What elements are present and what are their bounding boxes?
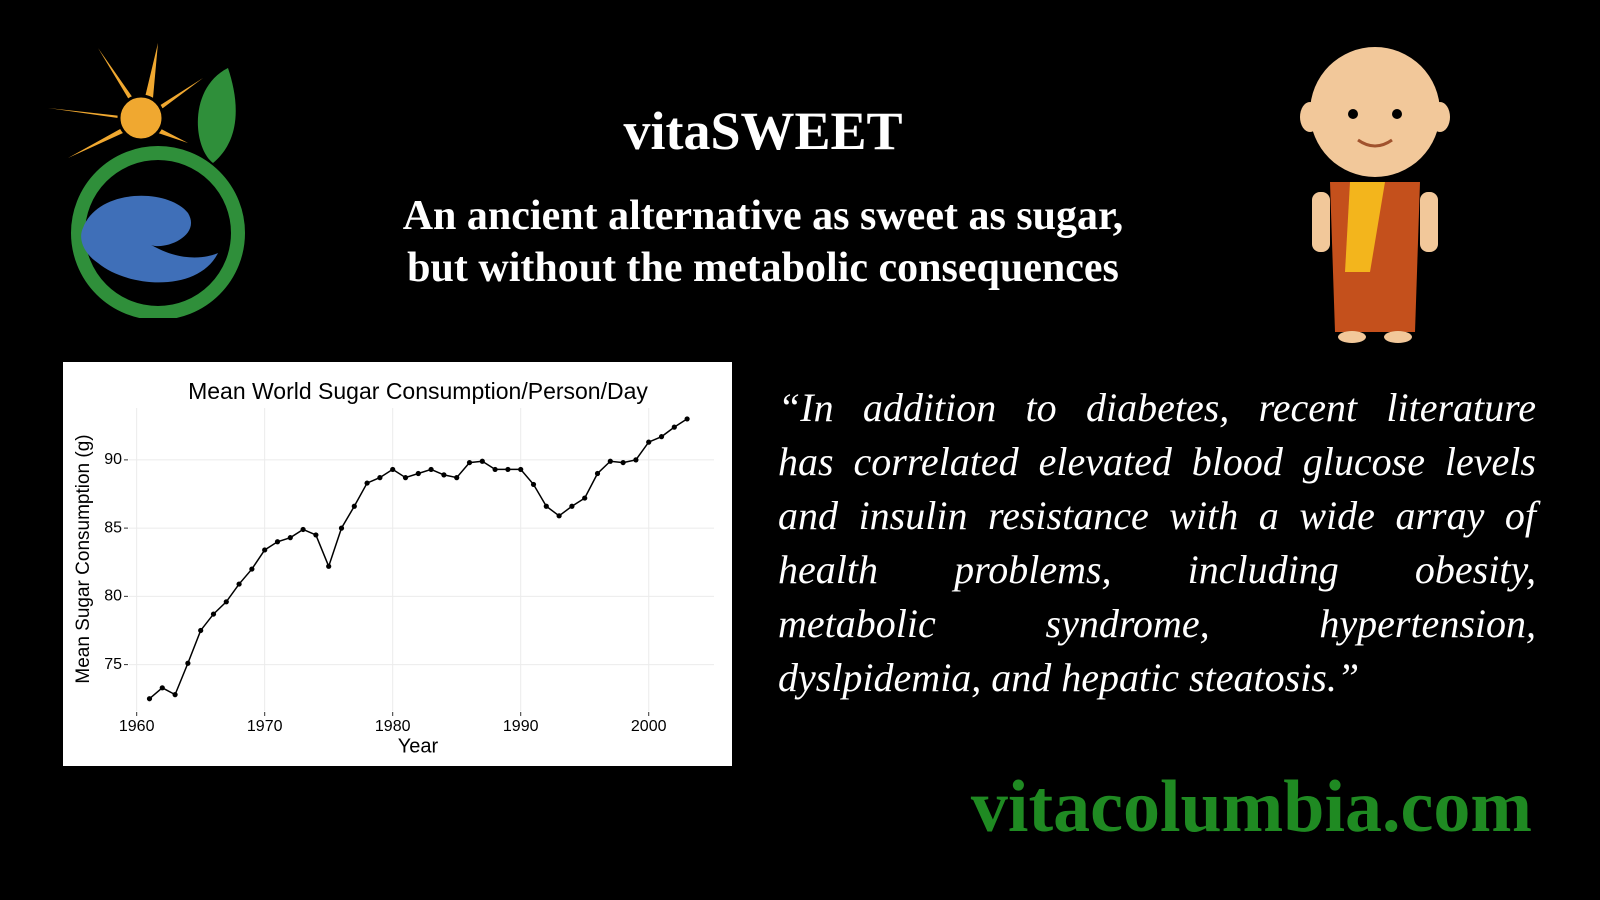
data-point [505,466,511,473]
quote-line: has correlated elevated blood glucose le… [778,439,1536,484]
data-point [594,470,601,477]
data-point [159,685,165,691]
data-point [236,581,242,587]
data-point [569,503,575,509]
y-tick-label: 85 [104,519,122,536]
data-point [582,495,588,501]
data-point [556,513,562,519]
subtitle: but without the metabolic consequences [407,245,1119,291]
data-point [326,563,332,569]
data-point [441,472,447,478]
data-point [146,696,153,702]
y-axis-label: Mean Sugar Consumption (g) [73,434,94,683]
quote-line: health problems, including obesity, [778,547,1536,592]
y-tick-label: 80 [104,588,122,605]
quote-line: and insulin resistance with a wide array… [778,493,1536,538]
data-point [300,526,306,533]
y-tick-label: 90 [104,451,122,468]
data-point [402,475,409,481]
website: vitacolumbia.com [970,766,1532,848]
data-point [466,459,473,466]
data-point [454,475,460,481]
data-point [185,660,191,666]
monk-illustration [1300,47,1450,343]
data-point [646,439,652,445]
data-point [198,627,204,634]
data-point [492,466,498,473]
quote-line: dyslpidemia, and hepatic steatosis.” [778,655,1360,700]
data-point [377,475,383,481]
data-point [428,466,434,473]
data-point [351,503,357,509]
x-tick-label: 1990 [503,718,539,735]
chart: Mean World Sugar Consumption/Person/Day … [63,362,732,766]
data-point [620,459,626,466]
data-point [518,466,524,473]
data-point [390,466,396,473]
data-point [223,599,229,605]
subtitle: An ancient alternative as sweet as sugar… [402,193,1124,239]
data-point [543,503,549,509]
x-axis-label: Year [398,735,439,757]
x-tick-label: 2000 [631,718,667,735]
data-point [172,692,178,698]
data-point [633,457,639,463]
data-point [287,535,293,541]
data-point [607,458,613,464]
data-point [249,566,255,572]
logo [48,43,245,318]
y-tick-label: 75 [104,656,122,673]
data-point [364,480,370,486]
data-point [658,434,665,440]
data-point [684,416,690,422]
data-point [671,424,677,430]
data-point [530,481,537,488]
data-point [479,458,485,464]
data-point [415,470,421,477]
data-point [210,611,217,617]
chart-title: Mean World Sugar Consumption/Person/Day [188,378,648,404]
quote-line: “In addition to diabetes, recent literat… [778,385,1536,430]
data-point [313,532,319,538]
x-tick-label: 1980 [375,718,411,735]
data-line [148,418,688,700]
quote-line: metabolic syndrome, hypertension, [778,601,1536,646]
data-point [338,525,345,531]
data-point [262,547,268,553]
data-point [274,539,281,545]
x-tick-label: 1970 [247,718,283,735]
x-tick-label: 1960 [119,718,155,735]
title: vitaSWEET [623,101,903,161]
